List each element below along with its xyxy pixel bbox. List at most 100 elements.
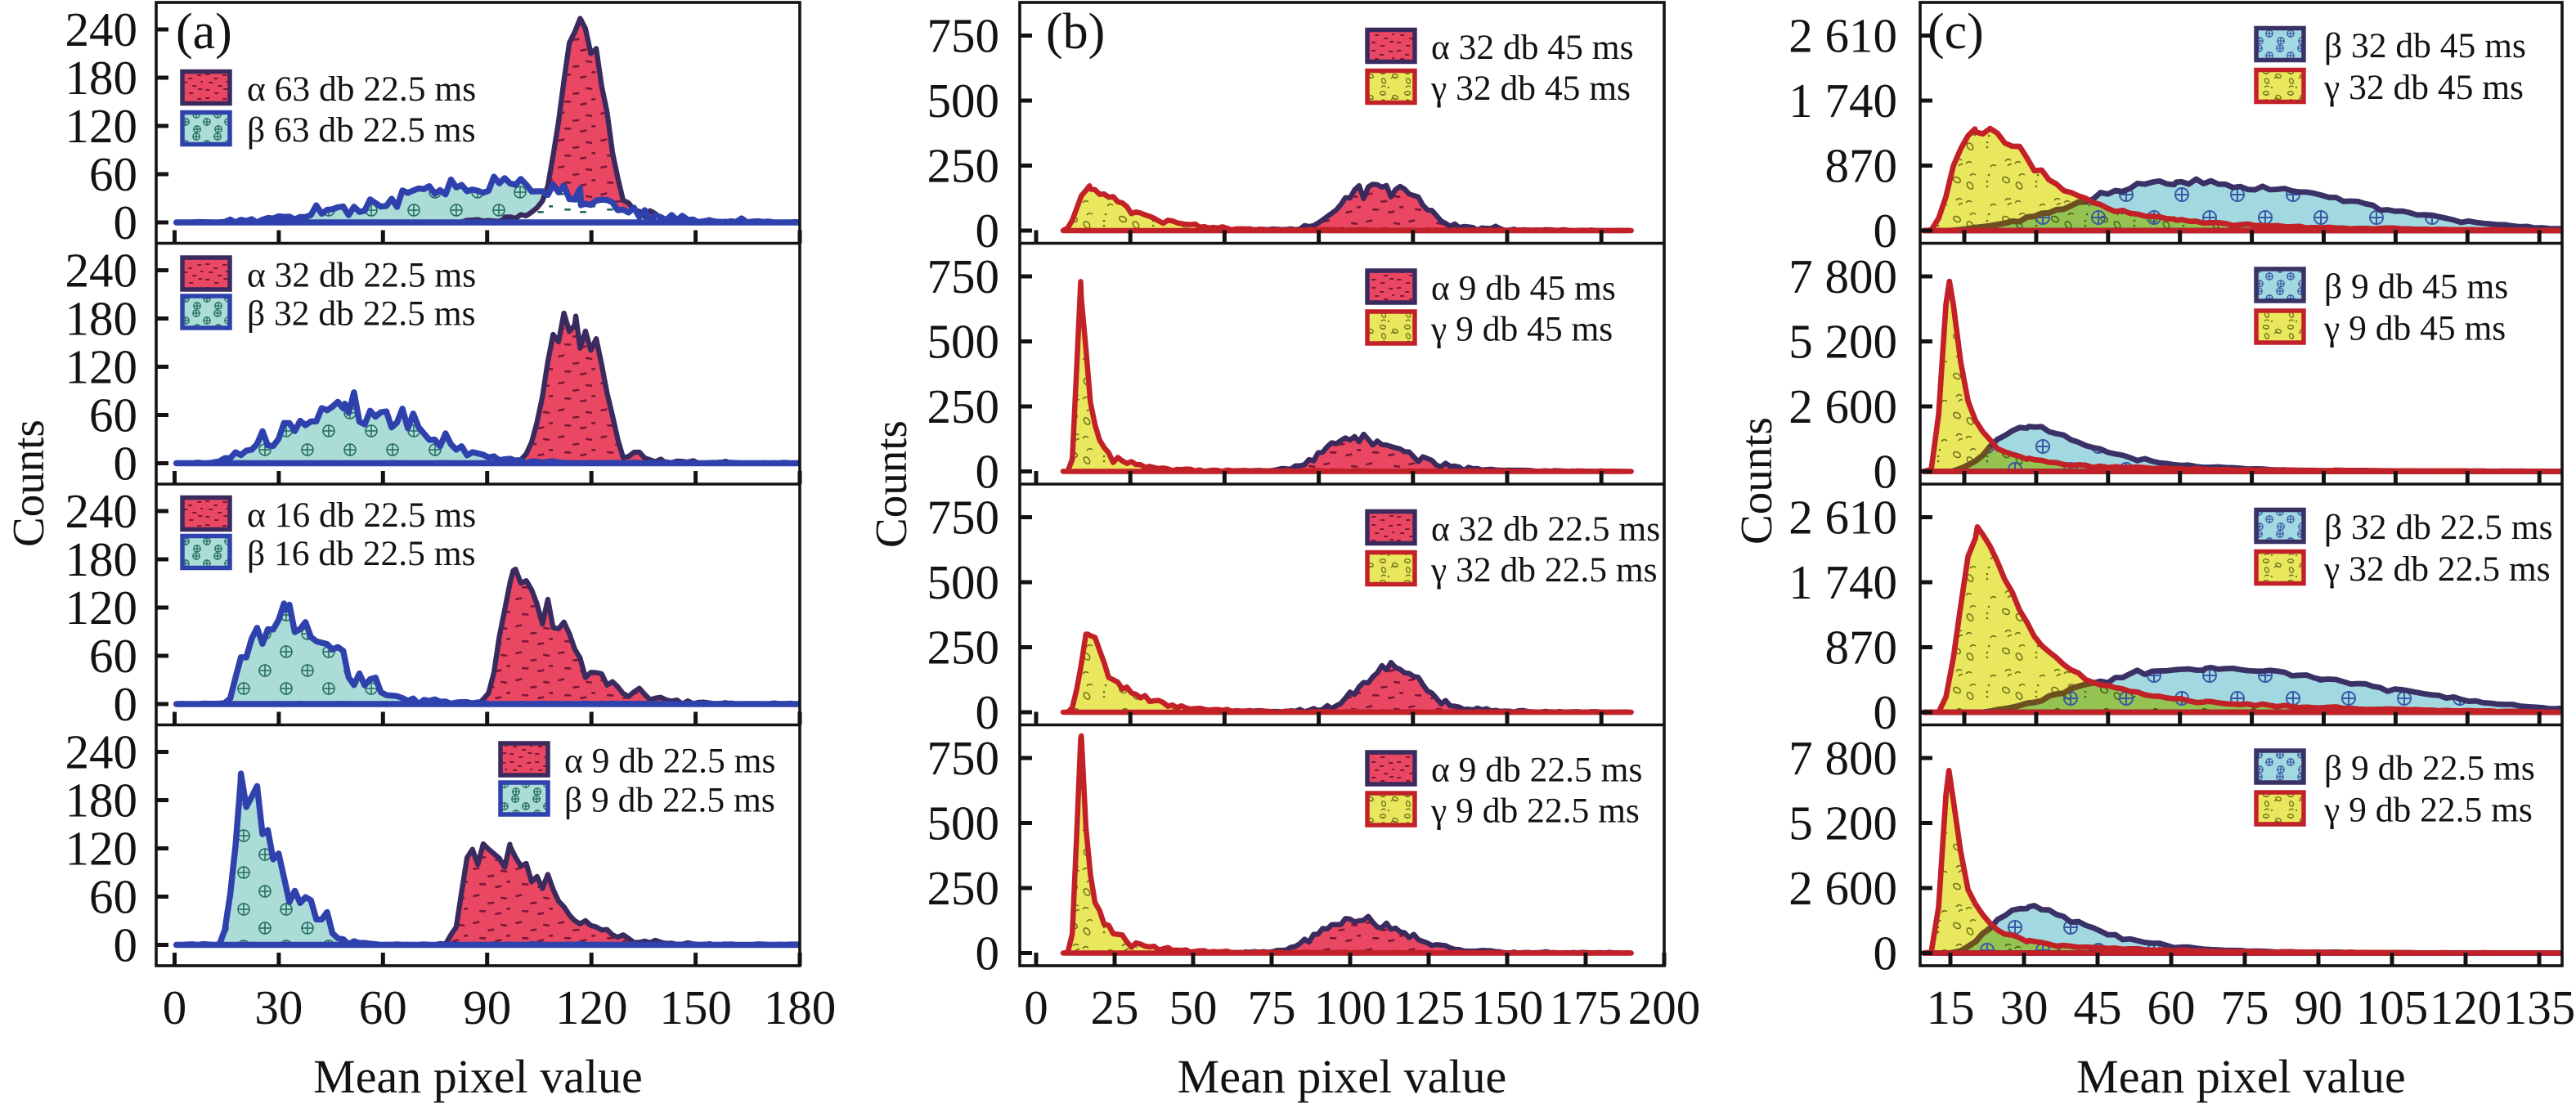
svg-text:2 600: 2 600 xyxy=(1788,861,1897,915)
svg-text:0: 0 xyxy=(114,918,138,972)
svg-text:60: 60 xyxy=(89,388,137,442)
svg-text:0: 0 xyxy=(114,437,138,491)
svg-text:750: 750 xyxy=(927,249,1000,303)
svg-text:120: 120 xyxy=(555,980,628,1034)
svg-text:175: 175 xyxy=(1550,980,1622,1034)
svg-text:β 32 db 45 ms: β 32 db 45 ms xyxy=(2324,26,2526,65)
svg-text:240: 240 xyxy=(65,2,138,56)
svg-text:α 9 db 22.5 ms: α 9 db 22.5 ms xyxy=(564,742,775,781)
svg-text:0: 0 xyxy=(1874,445,1898,499)
svg-text:0: 0 xyxy=(1874,685,1898,739)
svg-text:120: 120 xyxy=(65,340,138,394)
svg-text:120: 120 xyxy=(65,822,138,876)
svg-text:75: 75 xyxy=(2221,980,2269,1034)
svg-text:250: 250 xyxy=(927,379,1000,433)
svg-text:β 63 db 22.5 ms: β 63 db 22.5 ms xyxy=(247,110,476,150)
svg-text:β 16 db 22.5 ms: β 16 db 22.5 ms xyxy=(247,534,476,573)
svg-text:30: 30 xyxy=(2000,980,2049,1034)
svg-text:500: 500 xyxy=(927,74,1000,128)
svg-text:240: 240 xyxy=(65,484,138,538)
svg-text:β 9 db 45 ms: β 9 db 45 ms xyxy=(2324,267,2508,307)
svg-text:15: 15 xyxy=(1927,980,1975,1034)
svg-text:β 9 db 22.5 ms: β 9 db 22.5 ms xyxy=(564,781,775,820)
svg-text:7 800: 7 800 xyxy=(1788,731,1897,785)
svg-text:150: 150 xyxy=(1471,980,1544,1034)
svg-text:2 600: 2 600 xyxy=(1788,379,1897,433)
svg-text:0: 0 xyxy=(976,204,1000,258)
svg-text:120: 120 xyxy=(65,99,138,153)
svg-text:180: 180 xyxy=(764,980,837,1034)
svg-text:1 740: 1 740 xyxy=(1788,555,1897,609)
svg-text:2 610: 2 610 xyxy=(1788,491,1897,545)
svg-text:870: 870 xyxy=(1825,139,1898,193)
svg-text:β 9 db 22.5 ms: β 9 db 22.5 ms xyxy=(2324,749,2535,788)
svg-text:0: 0 xyxy=(114,195,138,249)
svg-text:0: 0 xyxy=(1874,204,1898,258)
svg-text:50: 50 xyxy=(1169,980,1218,1034)
svg-text:α 9 db 22.5 ms: α 9 db 22.5 ms xyxy=(1431,751,1642,790)
svg-text:Mean pixel value: Mean pixel value xyxy=(1178,1050,1507,1103)
svg-text:γ 32 db 45 ms: γ 32 db 45 ms xyxy=(2323,68,2524,107)
svg-text:5 200: 5 200 xyxy=(1788,796,1897,850)
svg-text:125: 125 xyxy=(1393,980,1465,1034)
svg-text:60: 60 xyxy=(89,870,137,924)
svg-text:120: 120 xyxy=(65,581,138,635)
svg-text:γ 9 db 22.5 ms: γ 9 db 22.5 ms xyxy=(1430,792,1640,831)
svg-text:135: 135 xyxy=(2503,980,2576,1034)
svg-text:500: 500 xyxy=(927,555,1000,609)
svg-text:α 9 db 45 ms: α 9 db 45 ms xyxy=(1431,269,1616,308)
svg-text:150: 150 xyxy=(659,980,732,1034)
svg-text:γ 9 db 45 ms: γ 9 db 45 ms xyxy=(1430,310,1613,349)
svg-text:5 200: 5 200 xyxy=(1788,315,1897,369)
svg-text:250: 250 xyxy=(927,861,1000,915)
svg-text:α 32 db 22.5 ms: α 32 db 22.5 ms xyxy=(247,256,476,295)
svg-text:γ 32 db 22.5 ms: γ 32 db 22.5 ms xyxy=(1430,550,1658,590)
svg-text:500: 500 xyxy=(927,796,1000,850)
svg-text:0: 0 xyxy=(114,677,138,731)
svg-text:0: 0 xyxy=(163,980,187,1034)
svg-text:0: 0 xyxy=(976,445,1000,499)
svg-text:α 63 db 22.5 ms: α 63 db 22.5 ms xyxy=(247,70,476,109)
svg-text:60: 60 xyxy=(359,980,407,1034)
svg-text:180: 180 xyxy=(65,292,138,346)
svg-text:25: 25 xyxy=(1091,980,1139,1034)
svg-text:γ 9 db 45 ms: γ 9 db 45 ms xyxy=(2323,309,2506,348)
svg-text:180: 180 xyxy=(65,774,138,828)
svg-text:500: 500 xyxy=(927,315,1000,369)
svg-text:(a): (a) xyxy=(176,4,232,60)
svg-text:870: 870 xyxy=(1825,621,1898,675)
svg-text:120: 120 xyxy=(2430,980,2502,1034)
svg-text:2 610: 2 610 xyxy=(1788,9,1897,63)
svg-text:75: 75 xyxy=(1248,980,1296,1034)
svg-text:105: 105 xyxy=(2356,980,2429,1034)
svg-text:60: 60 xyxy=(2147,980,2196,1034)
svg-text:1 740: 1 740 xyxy=(1788,74,1897,128)
svg-text:0: 0 xyxy=(976,926,1000,980)
svg-text:Mean pixel value: Mean pixel value xyxy=(2076,1050,2406,1103)
svg-text:240: 240 xyxy=(65,725,138,779)
svg-text:0: 0 xyxy=(1024,980,1048,1034)
svg-text:α 32 db 22.5 ms: α 32 db 22.5 ms xyxy=(1431,509,1660,549)
svg-text:180: 180 xyxy=(65,51,138,105)
svg-text:30: 30 xyxy=(254,980,303,1034)
svg-text:200: 200 xyxy=(1628,980,1701,1034)
svg-text:250: 250 xyxy=(927,621,1000,675)
svg-text:60: 60 xyxy=(89,629,137,683)
svg-text:180: 180 xyxy=(65,532,138,586)
svg-text:α 16 db 22.5 ms: α 16 db 22.5 ms xyxy=(247,496,476,535)
svg-text:(c): (c) xyxy=(1928,4,1984,60)
svg-text:Counts: Counts xyxy=(3,419,53,547)
svg-text:7 800: 7 800 xyxy=(1788,249,1897,303)
svg-text:Counts: Counts xyxy=(1731,417,1781,545)
svg-text:Counts: Counts xyxy=(866,420,916,548)
svg-text:90: 90 xyxy=(2295,980,2343,1034)
svg-text:750: 750 xyxy=(927,491,1000,545)
svg-text:0: 0 xyxy=(976,685,1000,739)
svg-text:60: 60 xyxy=(89,147,137,201)
svg-text:0: 0 xyxy=(1874,926,1898,980)
svg-text:750: 750 xyxy=(927,9,1000,63)
svg-text:Mean pixel value: Mean pixel value xyxy=(313,1050,643,1103)
svg-text:α 32 db 45 ms: α 32 db 45 ms xyxy=(1431,28,1634,67)
svg-text:250: 250 xyxy=(927,139,1000,193)
svg-text:β 32 db 22.5 ms: β 32 db 22.5 ms xyxy=(2324,508,2553,547)
